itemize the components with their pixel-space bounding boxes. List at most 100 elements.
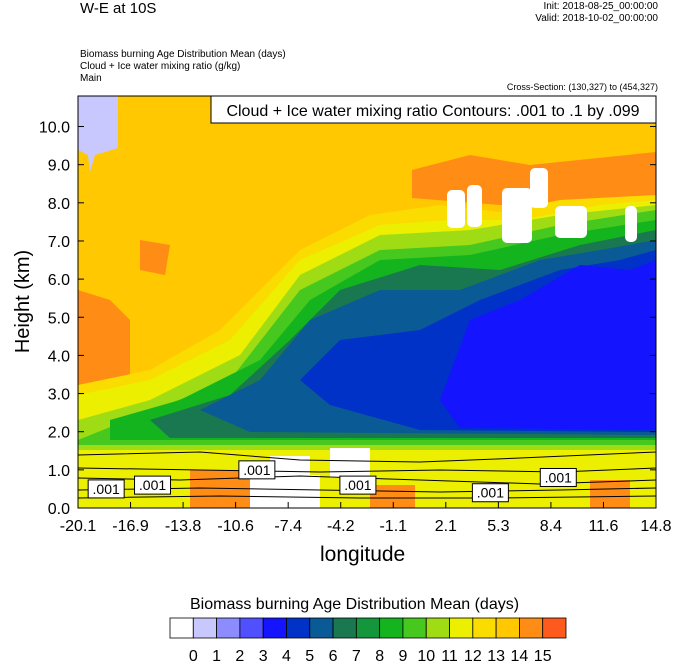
colorbar-label: 2: [235, 648, 244, 665]
colorbar-swatch: [425, 617, 450, 639]
contour-line-1: [78, 451, 656, 463]
orange-patch-small: [140, 240, 170, 275]
cloud-gap-6: [625, 206, 637, 242]
cloud-gap-3: [502, 188, 532, 243]
colorbar-label: 13: [487, 648, 505, 665]
colorbar-swatch: [379, 617, 404, 639]
x-tick-label: 11.6: [588, 518, 618, 535]
x-tick-label: -1.1: [379, 518, 407, 535]
chart-title: W-E at 10S: [80, 0, 157, 17]
contour-label: .001: [477, 485, 504, 501]
colorbar-label: 11: [441, 648, 458, 665]
contour-label-box: [238, 460, 276, 480]
x-tick-label: -10.6: [217, 518, 254, 535]
colorbar-label: 8: [375, 648, 384, 665]
x-tick-label: -7.4: [274, 518, 302, 535]
x-tick-label: -13.8: [165, 518, 202, 535]
x-tick-label: 8.4: [540, 518, 562, 535]
contour-label: .001: [93, 481, 120, 497]
colorbar-label: 1: [212, 648, 221, 665]
contour-label-box: [471, 483, 509, 503]
valid-time: Valid: 2018-10-02_00:00:00: [535, 13, 658, 24]
contour-line-5: [78, 495, 656, 499]
colorbar-label: 4: [282, 648, 291, 665]
y-tick-label: 4.0: [48, 348, 70, 365]
field-description-3: Main: [80, 73, 102, 84]
colorbar-swatch: [472, 617, 497, 639]
colorbar-swatch: [169, 617, 194, 639]
colorbar-label: 15: [534, 648, 552, 665]
surface-white-gap: [250, 475, 320, 508]
x-tick-label: -20.1: [60, 518, 97, 535]
colorbar-label: 5: [305, 648, 314, 665]
colorbar-swatch: [355, 617, 381, 639]
y-tick-label: 5.0: [48, 310, 70, 327]
colorbar-label: 9: [398, 648, 407, 665]
y-tick-label: 6.0: [48, 272, 70, 289]
y-tick-label: 3.0: [48, 387, 70, 404]
contour-info-box: [210, 95, 657, 124]
contour-line-4: [78, 487, 656, 493]
colorbar-title: Biomass burning Age Distribution Mean (d…: [190, 596, 520, 613]
colorbar-swatch: [216, 617, 241, 639]
y-tick-label: 9.0: [48, 158, 70, 175]
y-tick-label: 2.0: [48, 425, 70, 442]
colorbar-swatch: [239, 617, 264, 639]
contour-label: .001: [545, 469, 572, 485]
x-tick-label: 2.1: [435, 518, 457, 535]
y-tick-label: 8.0: [48, 196, 70, 213]
y-tick-label: 1.0: [48, 463, 70, 480]
layer-4: [440, 260, 656, 430]
y-tick-label: 7.0: [48, 234, 70, 251]
x-tick-label: 14.8: [640, 518, 671, 535]
x-tick-label: -16.9: [112, 518, 149, 535]
colorbar-label: 6: [329, 648, 338, 665]
cloud-gap-1: [447, 190, 465, 228]
colorbar-swatch: [495, 617, 520, 639]
field-description-2: Cloud + Ice water mixing ratio (g/kg): [80, 61, 241, 72]
field-description-1: Biomass burning Age Distribution Mean (d…: [80, 49, 286, 60]
surface-orange-2: [370, 485, 415, 508]
orange-patch-left: [78, 290, 130, 385]
x-tick-label: -4.2: [327, 518, 355, 535]
colorbar-swatch: [286, 617, 311, 639]
cloud-gap-4: [530, 168, 548, 208]
contour-label-box: [134, 475, 172, 495]
cross-section-label: Cross-Section: (130,327) to (454,327): [506, 82, 658, 92]
contour-label: .001: [243, 462, 270, 478]
contour-label-box: [87, 479, 125, 499]
contour-label-box: [339, 475, 377, 495]
y-tick-label: 0.0: [48, 501, 70, 518]
colorbar-swatch: [309, 617, 334, 639]
cloud-gap-5: [555, 206, 587, 238]
colorbar-swatch: [449, 617, 474, 639]
colorbar-swatch: [519, 617, 544, 639]
colorbar-swatch: [542, 617, 567, 639]
contour-info-text: Cloud + Ice water mixing ratio Contours:…: [226, 103, 639, 120]
colorbar-label: 12: [464, 648, 482, 665]
colorbar-swatch: [402, 617, 427, 639]
cloud-gap-2: [467, 185, 482, 227]
colorbar-label: 10: [417, 648, 435, 665]
surface-white-gap-2: [270, 456, 310, 478]
contour-label: .001: [139, 477, 166, 493]
colorbar-swatch: [262, 617, 287, 639]
colorbar-swatch: [192, 617, 217, 639]
x-axis-label: longitude: [320, 543, 406, 566]
x-tick-label: 5.3: [487, 518, 509, 535]
colorbar-label: 14: [511, 648, 529, 665]
heatmap-field: .001 .001 .001 .001 .001 .001: [78, 96, 656, 508]
y-tick-label: 10.0: [39, 120, 70, 137]
surface-orange-3: [590, 480, 630, 508]
colorbar-label: 3: [259, 648, 268, 665]
init-time: Init: 2018-08-25_00:00:00: [543, 1, 658, 12]
plot-frame: [77, 95, 657, 509]
contour-label-box: [539, 467, 577, 487]
surface-white-gap-3: [330, 448, 370, 478]
colorbar-swatch: [332, 617, 357, 639]
lavender-top-left: [78, 96, 118, 172]
colorbar-label: 7: [352, 648, 361, 665]
contour-label: .001: [344, 477, 371, 493]
colorbar-label: 0: [189, 648, 198, 665]
